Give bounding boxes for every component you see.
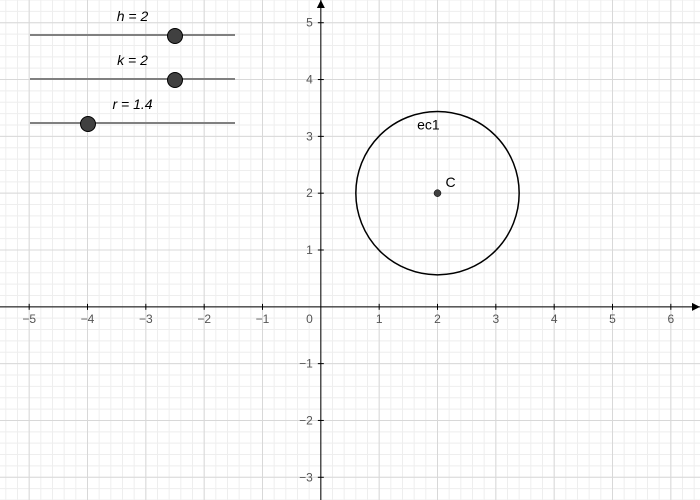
svg-text:5: 5 [609, 312, 616, 326]
svg-text:4: 4 [306, 73, 313, 87]
svg-text:−5: −5 [22, 312, 36, 326]
svg-text:−1: −1 [256, 312, 270, 326]
slider-r-thumb[interactable] [80, 116, 96, 132]
slider-k-track[interactable] [30, 72, 235, 86]
slider-r-track[interactable] [30, 116, 235, 130]
slider-h[interactable]: h = 2 [30, 8, 235, 42]
svg-text:5: 5 [306, 16, 313, 30]
svg-text:1: 1 [306, 243, 313, 257]
slider-h-label: h = 2 [30, 8, 235, 24]
svg-text:−2: −2 [197, 312, 211, 326]
graph-canvas: −5 −4 −3 −2 −1 1 2 3 4 5 6 −3 −2 −1 1 2 3 4 5 0 Cec1 h = 2 k… [0, 0, 700, 500]
slider-k[interactable]: k = 2 [30, 52, 235, 86]
svg-text:6: 6 [667, 312, 674, 326]
svg-text:0: 0 [306, 312, 313, 326]
slider-h-track[interactable] [30, 28, 235, 42]
svg-text:3: 3 [492, 312, 499, 326]
slider-h-thumb[interactable] [167, 28, 183, 44]
svg-text:2: 2 [434, 312, 441, 326]
svg-text:1: 1 [376, 312, 383, 326]
svg-text:ec1: ec1 [417, 117, 440, 133]
slider-k-thumb[interactable] [167, 72, 183, 88]
slider-r-label: r = 1.4 [30, 96, 235, 112]
slider-k-label: k = 2 [30, 52, 235, 68]
svg-text:3: 3 [306, 129, 313, 143]
svg-text:−3: −3 [139, 312, 153, 326]
svg-text:4: 4 [551, 312, 558, 326]
svg-text:−4: −4 [81, 312, 95, 326]
svg-text:2: 2 [306, 186, 313, 200]
svg-text:−1: −1 [299, 357, 313, 371]
svg-text:C: C [446, 174, 456, 190]
svg-text:−2: −2 [299, 413, 313, 427]
slider-r[interactable]: r = 1.4 [30, 96, 235, 130]
svg-text:−3: −3 [299, 470, 313, 484]
